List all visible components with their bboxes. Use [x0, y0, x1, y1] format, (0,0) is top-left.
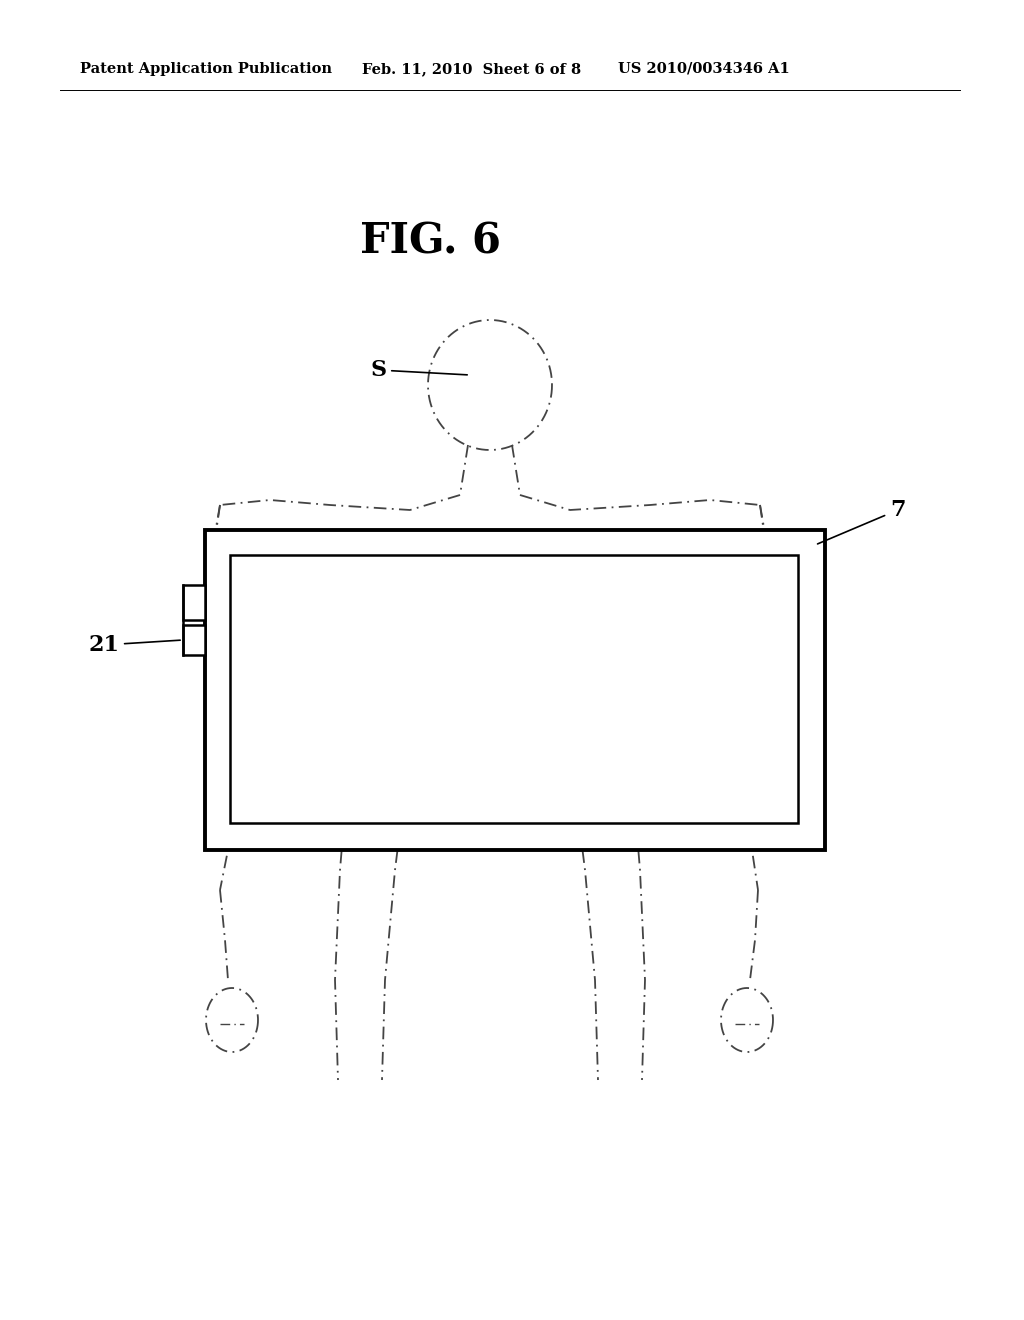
Bar	[205, 531, 825, 850]
Text: 7: 7	[817, 499, 905, 544]
Bar	[183, 585, 205, 620]
Text: S: S	[370, 359, 467, 381]
Text: US 2010/0034346 A1: US 2010/0034346 A1	[618, 62, 790, 77]
Text: Feb. 11, 2010  Sheet 6 of 8: Feb. 11, 2010 Sheet 6 of 8	[362, 62, 582, 77]
Bar	[230, 554, 798, 822]
Text: Patent Application Publication: Patent Application Publication	[80, 62, 332, 77]
Text: 21: 21	[88, 634, 180, 656]
Bar	[183, 624, 205, 655]
Text: FIG. 6: FIG. 6	[359, 220, 501, 261]
